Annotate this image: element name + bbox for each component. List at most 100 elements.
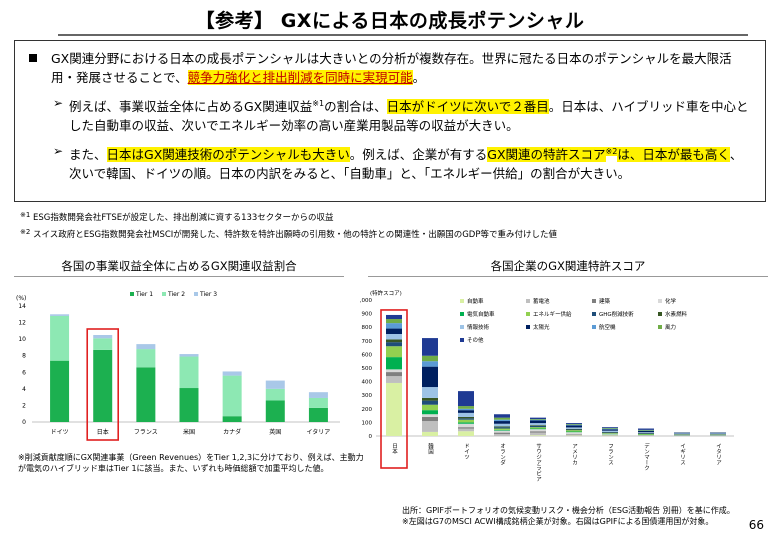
right-bar-segment <box>386 372 402 377</box>
right-legend-swatch <box>658 312 662 316</box>
footnote-2: ※2 スイス政府とESG指数開発会社MSCIが開発した、特許数を特許出願時の引用… <box>20 225 557 242</box>
right-legend-swatch <box>658 299 662 303</box>
left-x-tick-label: カナダ <box>223 428 241 436</box>
right-bar-segment <box>458 412 474 417</box>
right-bar-segment <box>638 433 654 434</box>
right-bar-segment <box>638 430 654 433</box>
right-bar-segment <box>458 427 474 429</box>
right-bar-segment <box>566 434 582 435</box>
left-y-tick-label: 2 <box>22 402 26 409</box>
right-y-tick-label: 500 <box>362 366 373 372</box>
right-bar-segment <box>602 433 618 434</box>
right-bar-segment <box>386 382 402 436</box>
right-legend-label: 風力 <box>665 323 676 331</box>
summary-box: GX関連分野における日本の成長ポテンシャルは大きいとの分析が複数存在。世界に冠た… <box>14 40 766 202</box>
left-y-tick-label: 4 <box>22 386 26 393</box>
right-bar-segment <box>566 424 582 426</box>
square-bullet-icon <box>29 54 37 62</box>
left-bar-segment <box>179 388 199 422</box>
right-bar-segment <box>458 428 474 432</box>
main-text-1: GX関連分野における日本の成長ポテンシャルは大きいとの分析が複数存在。世界に冠た… <box>51 51 732 85</box>
right-y-tick-label: 400 <box>362 380 373 386</box>
left-y-tick-label: 6 <box>22 369 26 376</box>
left-legend-label: Tier 3 <box>199 291 217 298</box>
right-bar-segment <box>530 432 546 436</box>
right-legend-swatch <box>460 338 464 342</box>
right-bar-segment <box>458 419 474 423</box>
right-bar-segment <box>530 420 546 424</box>
sub2-text-1: また、 <box>69 147 107 162</box>
footnote-1: ※1 ESG指数開発会社FTSEが設定した、排出削減に資する133セクターからの… <box>20 208 557 225</box>
right-bar-segment <box>386 319 402 324</box>
right-y-tick-label: 1,000 <box>360 298 372 304</box>
right-bar-segment <box>602 434 618 435</box>
right-legend-swatch <box>592 325 596 329</box>
left-bar-segment <box>308 397 328 408</box>
right-bar-segment <box>566 428 582 430</box>
right-bar-segment <box>494 414 510 418</box>
right-bar-segment <box>638 428 654 430</box>
right-legend-label: 建築 <box>599 297 611 305</box>
right-bar-segment <box>566 425 582 428</box>
right-bar-segment <box>530 431 546 433</box>
right-bar-segment <box>494 427 510 429</box>
right-bar-segment <box>566 429 582 431</box>
right-legend-label: その他 <box>467 336 484 344</box>
right-y-tick-label: 700 <box>362 339 373 345</box>
right-legend-swatch <box>526 299 530 303</box>
sub1-text-2: の割合は、 <box>324 99 387 114</box>
summary-sub-point-1: ➢ 例えば、事業収益全体に占めるGX関連収益※1の割合は、日本がドイツに次いで２… <box>25 94 753 135</box>
footnote-2-text: スイス政府とESG指数開発会社MSCIが開発した、特許数を特許出願時の引用数・他… <box>30 230 557 240</box>
summary-sub-point-2: ➢ また、日本はGX関連技術のポテンシャルも大きい。例えば、企業が有するGX関連… <box>25 142 753 183</box>
left-bar-segment <box>136 349 156 368</box>
right-x-tick-label: ドイツ <box>463 443 470 460</box>
right-bar-segment <box>422 387 438 398</box>
right-legend-swatch <box>658 325 662 329</box>
right-bar-segment <box>530 427 546 429</box>
left-legend-label: Tier 1 <box>135 291 153 298</box>
main-text-2: 。 <box>412 70 426 85</box>
right-bar-segment <box>530 419 546 421</box>
right-y-tick-label: 900 <box>362 312 373 318</box>
right-bar-segment <box>422 421 438 432</box>
right-legend-label: 水素燃料 <box>665 310 688 318</box>
right-bar-segment <box>458 406 474 409</box>
right-x-tick-label: デンマーク <box>643 442 650 471</box>
left-chart-note: ※削減貢献度順にGX関連事業（Green Revenues）をTier 1,2,… <box>18 453 364 473</box>
right-bar-segment <box>458 418 474 420</box>
left-bar-segment <box>93 335 113 339</box>
right-bar-segment <box>566 434 582 436</box>
page-title: 【参考】 GXによる日本の成長ポテンシャル <box>195 10 585 32</box>
footnotes: ※1 ESG指数開発会社FTSEが設定した、排出削減に資する133セクターからの… <box>20 208 557 242</box>
left-bar-segment <box>93 349 113 422</box>
right-bar-segment <box>530 428 546 430</box>
right-bar-segment <box>602 427 618 429</box>
right-legend-label: 航空機 <box>599 323 616 331</box>
right-bar-segment <box>422 397 438 401</box>
right-legend-label: 太陽光 <box>533 323 550 331</box>
right-y-tick-label: 200 <box>362 407 373 413</box>
left-bar-segment <box>308 392 328 398</box>
left-bar-segment <box>50 360 70 422</box>
right-legend-label: GHG削減技術 <box>599 310 634 318</box>
right-bar-segment <box>530 425 546 428</box>
left-bar-segment <box>50 314 70 316</box>
sub2-highlight-1: 日本はGX関連技術のポテンシャルも大きい <box>106 147 350 162</box>
right-y-tick-label: 600 <box>362 352 373 358</box>
right-bar-segment <box>638 429 654 431</box>
right-legend-label: 情報技術 <box>467 323 490 331</box>
right-legend-swatch <box>526 325 530 329</box>
right-bar-segment <box>566 432 582 435</box>
left-bar-segment <box>136 367 156 422</box>
sub1-text-3: 。日本は、ハイブリッド車を中心とした自動車の収益、次いでエネルギー効率の高い産業… <box>69 99 749 133</box>
left-bar-segment <box>265 380 285 389</box>
left-bar-segment <box>179 356 199 389</box>
right-highlight-box <box>380 309 408 469</box>
left-y-tick-label: 12 <box>18 320 26 327</box>
right-bar-segment <box>494 432 510 434</box>
left-bar-segment <box>136 344 156 350</box>
right-bar-segment <box>422 338 438 356</box>
left-chart-title-rule <box>14 276 344 277</box>
right-bar-segment <box>494 426 510 428</box>
left-x-tick-label: 米国 <box>183 428 195 436</box>
